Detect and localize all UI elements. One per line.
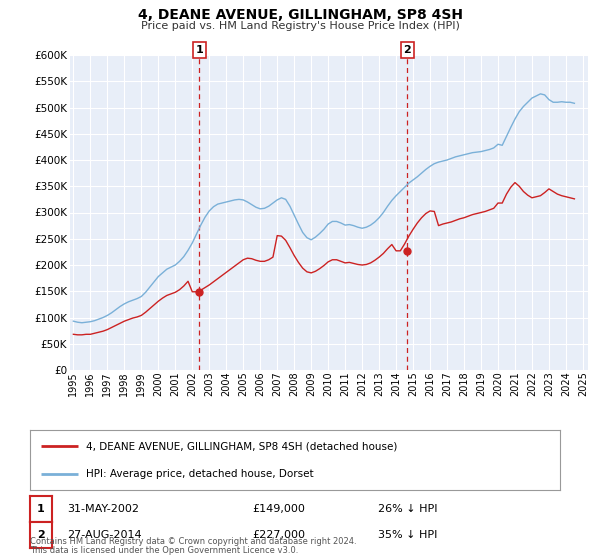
Text: 2: 2 — [37, 530, 45, 540]
Text: 4, DEANE AVENUE, GILLINGHAM, SP8 4SH (detached house): 4, DEANE AVENUE, GILLINGHAM, SP8 4SH (de… — [86, 441, 397, 451]
Text: 27-AUG-2014: 27-AUG-2014 — [67, 530, 142, 540]
Text: Contains HM Land Registry data © Crown copyright and database right 2024.: Contains HM Land Registry data © Crown c… — [30, 537, 356, 546]
Text: HPI: Average price, detached house, Dorset: HPI: Average price, detached house, Dors… — [86, 469, 313, 479]
Text: 35% ↓ HPI: 35% ↓ HPI — [378, 530, 437, 540]
Text: 1: 1 — [196, 45, 203, 55]
Text: 26% ↓ HPI: 26% ↓ HPI — [378, 504, 437, 514]
Text: £227,000: £227,000 — [252, 530, 305, 540]
Text: Price paid vs. HM Land Registry's House Price Index (HPI): Price paid vs. HM Land Registry's House … — [140, 21, 460, 31]
Text: £149,000: £149,000 — [252, 504, 305, 514]
Text: 31-MAY-2002: 31-MAY-2002 — [67, 504, 139, 514]
Text: 2: 2 — [404, 45, 411, 55]
Text: This data is licensed under the Open Government Licence v3.0.: This data is licensed under the Open Gov… — [30, 546, 298, 555]
Text: 4, DEANE AVENUE, GILLINGHAM, SP8 4SH: 4, DEANE AVENUE, GILLINGHAM, SP8 4SH — [137, 8, 463, 22]
Text: 1: 1 — [37, 504, 45, 514]
